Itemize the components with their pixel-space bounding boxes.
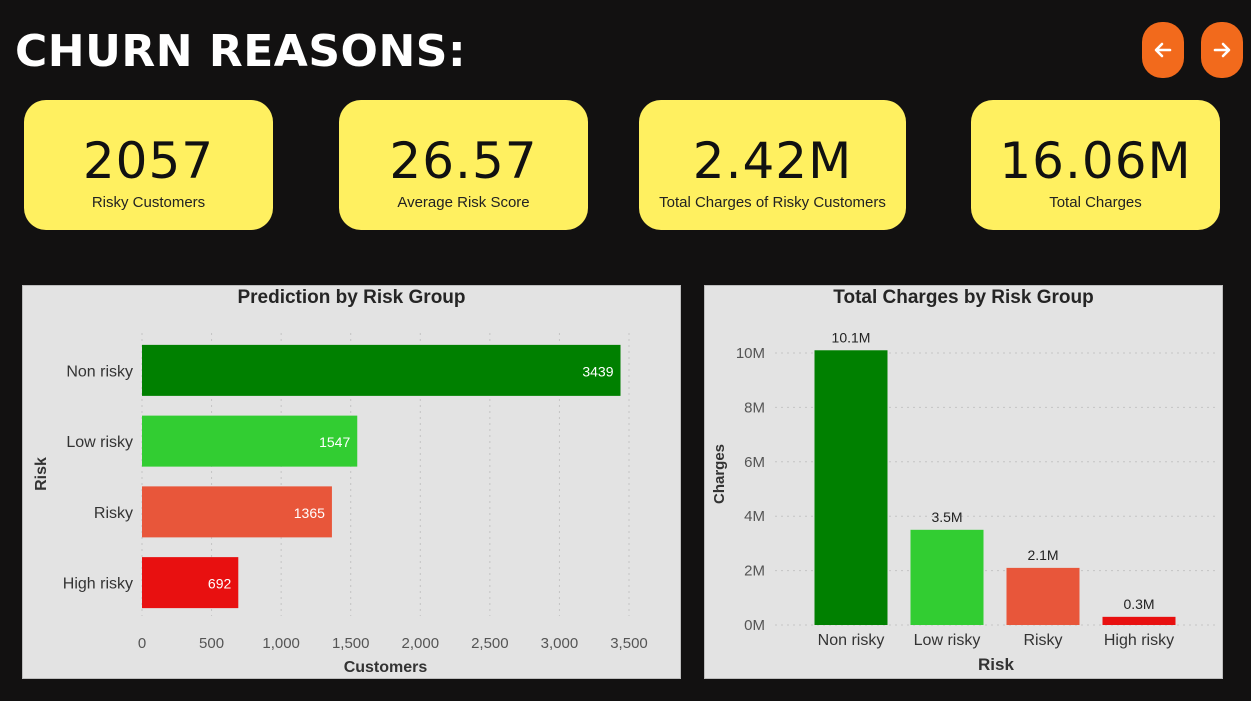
kpi-label: Total Charges (1049, 194, 1142, 211)
bar-value-label: 692 (208, 576, 232, 592)
y-category-label: High risky (63, 576, 133, 593)
chart-title: Prediction by Risk Group (237, 287, 466, 308)
bar (1006, 567, 1080, 625)
y-category-label: Non risky (66, 363, 133, 380)
bar (142, 344, 621, 396)
bar-value-label: 3.5M (931, 509, 962, 525)
x-axis-title: Customers (344, 659, 428, 676)
x-tick-label: 1,500 (332, 635, 370, 652)
y-category-label: Low risky (66, 434, 133, 451)
x-category-label: Non risky (818, 632, 885, 649)
page-title: CHURN REASONS: (15, 26, 467, 77)
arrow-right-icon (1213, 42, 1231, 58)
kpi-value: 16.06M (999, 132, 1192, 190)
bar (910, 529, 984, 625)
x-category-label: Low risky (914, 632, 981, 649)
bar (1102, 616, 1176, 625)
y-axis-title: Charges (711, 444, 728, 504)
bar-value-label: 1547 (319, 434, 350, 450)
kpi-card-average-risk-score: 26.57 Average Risk Score (339, 100, 588, 230)
chart-title: Total Charges by Risk Group (833, 287, 1094, 308)
bar-value-label: 0.3M (1123, 596, 1154, 612)
arrow-left-icon (1154, 42, 1172, 58)
y-tick-label: 10M (736, 345, 765, 362)
bar (142, 486, 332, 538)
x-tick-label: 500 (199, 635, 224, 652)
prediction-by-risk-chart: 0 500 1,000 1,500 2,000 2,500 3,000 3,500 Non ri… (22, 285, 681, 679)
y-tick-label: 6M (744, 454, 765, 471)
bar-value-label: 3439 (582, 363, 613, 379)
x-tick-label: 0 (138, 635, 146, 652)
y-tick-label: 2M (744, 563, 765, 580)
y-tick-label: 4M (744, 508, 765, 525)
y-tick-label: 0M (744, 617, 765, 634)
bar-value-label: 1365 (294, 505, 325, 521)
bar-value-label: 10.1M (832, 329, 871, 345)
x-tick-label: 2,000 (402, 635, 440, 652)
bar (814, 350, 888, 625)
kpi-value: 2057 (82, 132, 215, 190)
x-tick-label: 1,000 (262, 635, 300, 652)
charges-by-risk-chart: 0M 2M 4M 6M 8M 10M 10.1M Non risky 3.5M Low risky… (704, 285, 1223, 679)
bar-value-label: 2.1M (1027, 547, 1058, 563)
kpi-label: Total Charges of Risky Customers (659, 194, 886, 211)
x-tick-label: 2,500 (471, 635, 509, 652)
y-tick-label: 8M (744, 399, 765, 416)
kpi-card-risky-charges: 2.42M Total Charges of Risky Customers (639, 100, 906, 230)
x-category-label: High risky (1104, 632, 1174, 649)
y-category-label: Risky (94, 505, 133, 522)
kpi-value: 26.57 (389, 132, 538, 190)
x-category-label: Risky (1023, 632, 1062, 649)
prediction-by-risk-svg: 0 500 1,000 1,500 2,000 2,500 3,000 3,500 Non ri… (33, 333, 648, 676)
kpi-value: 2.42M (692, 132, 853, 190)
x-axis-title: Risk (978, 655, 1014, 674)
bar (142, 557, 239, 609)
y-axis-title: Risk (33, 457, 50, 491)
bar (142, 415, 358, 467)
charges-by-risk-svg: 0M 2M 4M 6M 8M 10M 10.1M Non risky 3.5M Low risky… (711, 329, 1217, 674)
kpi-label: Risky Customers (91, 194, 206, 211)
previous-page-button[interactable] (1142, 22, 1184, 78)
x-tick-label: 3,000 (541, 635, 579, 652)
kpi-card-risky-customers: 2057 Risky Customers (24, 100, 273, 230)
kpi-card-total-charges: 16.06M Total Charges (971, 100, 1220, 230)
kpi-label: Average Risk Score (397, 194, 530, 211)
x-tick-label: 3,500 (610, 635, 648, 652)
next-page-button[interactable] (1201, 22, 1243, 78)
